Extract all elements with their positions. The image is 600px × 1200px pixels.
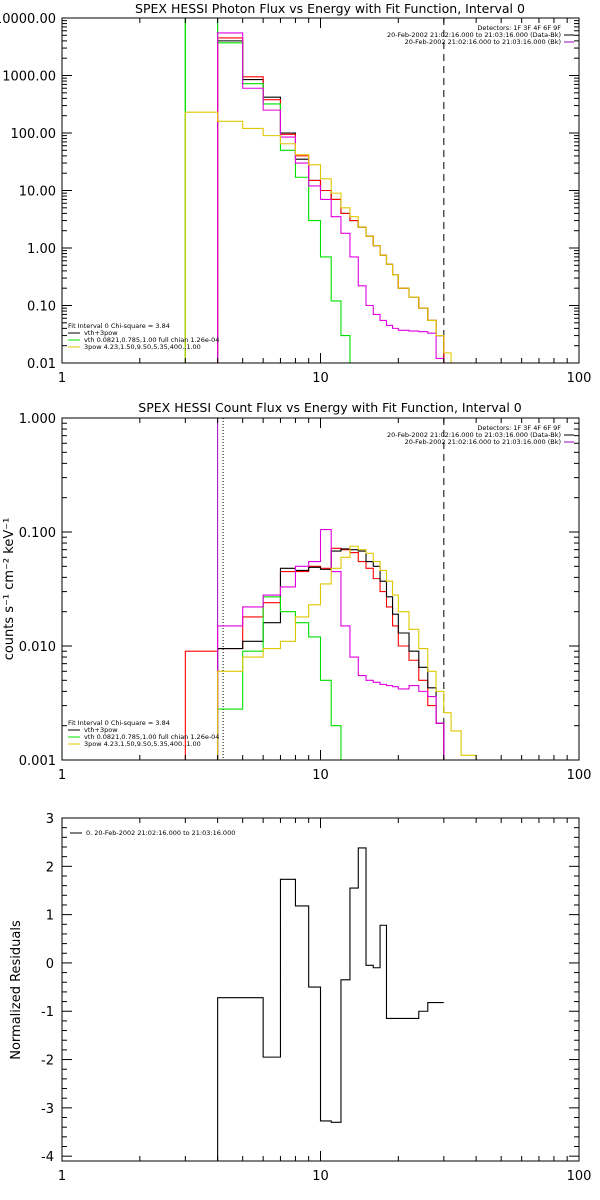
x-tick-label: 1 [58, 1169, 66, 1184]
plot-frame [61, 417, 580, 761]
y-tick-label: 0.100 [19, 526, 56, 541]
y-tick-label: 0.001 [19, 754, 56, 769]
y-tick-label: 100.00 [11, 127, 57, 142]
fit-legend-text: Fit Interval 0 Chi-square = 3.84 [68, 322, 170, 330]
x-tick-label: 100 [567, 1169, 592, 1184]
y-tick-label: 1.000 [19, 412, 56, 427]
y-tick-label: 2 [46, 860, 54, 875]
y-tick-label: 1000.00 [2, 70, 56, 85]
series-black-line [217, 847, 444, 1161]
y-tick-label: 0.10 [27, 300, 56, 315]
fit-legend-text: Fit Interval 0 Chi-square = 3.84 [68, 719, 170, 727]
series-yellow-line [185, 545, 477, 761]
series-group [217, 847, 444, 1161]
fit-legend-text: 3pow 4.23,1.50,9.50,5.35,400.,1.00 [84, 740, 201, 748]
y-tick-label: 1 [46, 909, 54, 924]
fit-legend-text: 3pow 4.23,1.50,9.50,5.35,400.,1.00 [84, 343, 201, 351]
y-tick-label: 3 [46, 812, 54, 827]
y-tick-label: -2 [41, 1054, 54, 1069]
x-tick-label: 100 [567, 371, 592, 386]
x-tick-label: 10 [312, 768, 329, 783]
detector-legend-text: 20-Feb-2002 21:02:16.000 to 21:03:16.000… [387, 431, 561, 439]
x-tick-label: 100 [567, 768, 592, 783]
x-tick-label: 10 [312, 371, 329, 386]
y-tick-label: 0 [46, 957, 54, 972]
series-red-line [184, 547, 445, 760]
y-tick-label: -3 [41, 1102, 54, 1117]
detector-legend-text: Detectors: 1F 3F 4F 6F 9F [477, 424, 561, 432]
x-tick-label: 10 [312, 1169, 329, 1184]
y-tick-label: 1.00 [27, 242, 56, 257]
plot-frame [61, 817, 580, 1162]
y-tick-label: 0.01 [27, 357, 56, 372]
detector-legend-text: 20-Feb-2002 21:02:16.000 to 21:03:16.000… [387, 31, 561, 39]
panel-residuals: Normalized Residuals 1 10 100-4-3-2-10123 … [9, 812, 591, 1184]
residual-legend-text: 0. 20-Feb-2002 21:02:16.000 to 21:03:16.… [86, 829, 235, 837]
plot-frame [61, 17, 580, 364]
legend: 0. 20-Feb-2002 21:02:16.000 to 21:03:16.… [70, 829, 235, 837]
y-axis-label: Normalized Residuals [9, 920, 24, 1060]
x-tick-label: 1 [58, 768, 66, 783]
y-tick-label: 10.00 [19, 185, 56, 200]
chart-title: SPEX HESSI Count Flux vs Energy with Fit… [138, 400, 521, 415]
detector-legend-text: 20-Feb-2002 21:02:16.000 to 21:03:16.000… [405, 438, 561, 446]
detector-legend-text: 20-Feb-2002 21:02:16.000 to 21:03:16.000… [405, 38, 561, 46]
y-tick-label: 0.010 [19, 640, 56, 655]
fit-legend-text: vth 0.0821,0.785,1.00 full chian 1.26e-0… [84, 733, 219, 741]
chart-title: SPEX HESSI Photon Flux vs Energy with Fi… [135, 1, 525, 16]
series-green-line [184, 17, 359, 364]
series-magenta-line [217, 32, 445, 363]
fit-legend-text: vth+3pow [84, 329, 118, 337]
fit-legend-text: vth+3pow [84, 726, 118, 734]
series-green-line [217, 596, 342, 760]
x-tick-label: 1 [58, 371, 66, 386]
y-tick-label: -1 [41, 1005, 54, 1020]
fit-legend-text: vth 0.0821,0.785,1.00 full chian 1.26e-0… [84, 336, 219, 344]
axis-ticks: 1 10 100 0.01 0.10 1.00 10.00 100.00 1000.00 1000… [0, 12, 591, 386]
series-group [184, 418, 477, 761]
y-axis-label: counts s⁻¹ cm⁻² keV⁻¹ [2, 518, 17, 661]
y-tick-label: -4 [41, 1150, 54, 1165]
series-yellow-line [184, 111, 462, 364]
panel-photon-flux: SPEX HESSI Photon Flux vs Energy with Fi… [0, 1, 591, 386]
series-black-line [217, 548, 445, 760]
panel-count-flux: SPEX HESSI Count Flux vs Energy with Fit… [2, 400, 591, 783]
series-group [184, 17, 462, 364]
axis-ticks: 1 10 100 -4 -3 -2 -1 0 1 2 3 [41, 812, 591, 1184]
y-tick-label: 10000.00 [0, 12, 56, 27]
series-magenta-line [217, 529, 445, 760]
detector-legend-text: Detectors: 1F 3F 4F 6F 9F [477, 24, 561, 32]
